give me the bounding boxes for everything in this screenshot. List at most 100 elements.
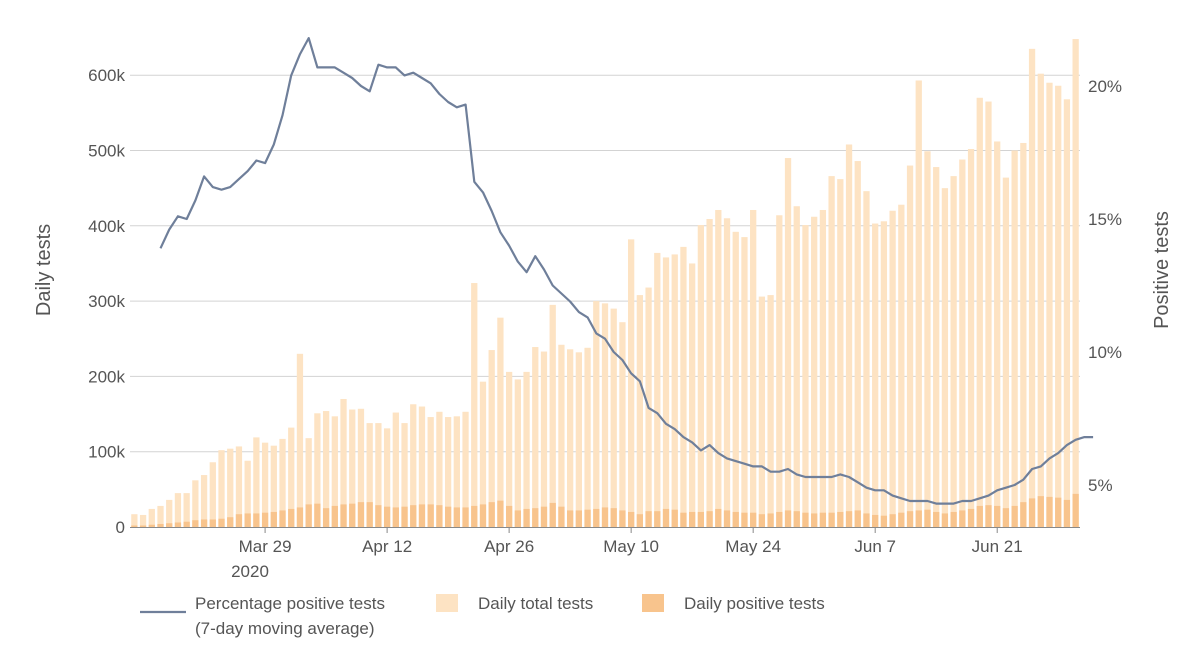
bar-positive	[732, 511, 739, 527]
left-tick-label: 0	[116, 518, 125, 537]
bar-total	[270, 445, 277, 527]
bar-positive	[357, 502, 365, 527]
bar-positive	[340, 504, 347, 527]
bar-total	[845, 144, 853, 527]
bar-total	[1046, 82, 1053, 527]
bar-positive	[924, 509, 931, 527]
bar-positive	[148, 524, 155, 527]
bar-positive	[349, 503, 356, 527]
bar-total	[924, 151, 931, 528]
bar-total	[741, 237, 748, 527]
bar-total	[366, 423, 373, 527]
bar-total	[174, 493, 182, 527]
bar-total	[584, 347, 591, 527]
bar-positive	[209, 519, 216, 527]
bar-positive	[645, 511, 652, 527]
bar-total	[253, 437, 260, 527]
bar-positive	[331, 505, 338, 527]
bar-total	[340, 398, 347, 527]
bar-total	[514, 379, 521, 527]
bar-total	[235, 446, 243, 527]
bar-positive	[959, 510, 966, 527]
bar-total	[148, 508, 155, 527]
left-tick-label: 600k	[88, 66, 125, 85]
bar-positive	[540, 506, 548, 527]
bar-positive	[619, 510, 626, 527]
bar-total	[662, 257, 670, 527]
bar-positive	[654, 511, 661, 527]
bar-total	[628, 239, 635, 527]
x-tick-label: Mar 29	[239, 537, 292, 556]
bar-positive	[253, 513, 260, 527]
bar-total	[1072, 39, 1079, 527]
bar-total	[227, 448, 234, 527]
bar-positive	[689, 511, 696, 527]
bar-positive	[1028, 498, 1036, 527]
bar-positive	[288, 508, 295, 527]
bar-total	[261, 442, 269, 527]
bar-total	[453, 416, 460, 527]
bar-positive	[697, 511, 705, 527]
bar-positive	[967, 508, 975, 527]
bar-positive	[741, 512, 748, 527]
bar-positive	[322, 508, 330, 527]
bar-total	[689, 263, 696, 527]
bar-total	[549, 304, 556, 527]
bar-total	[706, 219, 713, 527]
bar-total	[357, 408, 365, 527]
bar-positive	[375, 505, 382, 527]
bar-total	[732, 231, 739, 527]
bar-positive	[880, 515, 888, 527]
bar-total	[793, 206, 800, 528]
bar-positive	[750, 512, 757, 527]
bar-total	[1055, 85, 1062, 527]
bar-total	[392, 412, 399, 527]
bar-positive	[1055, 497, 1062, 527]
bar-positive	[1063, 499, 1071, 527]
bar-total	[401, 423, 408, 527]
bar-positive	[854, 510, 861, 527]
bar-total	[471, 283, 478, 527]
bar-positive	[479, 504, 487, 527]
bar-total	[1063, 99, 1071, 528]
bar-total	[1020, 142, 1027, 527]
legend-total-swatch	[436, 594, 458, 612]
bar-positive	[837, 511, 844, 527]
bar-total	[906, 165, 914, 527]
x-tick-label: Jun 7	[854, 537, 896, 556]
bar-total	[314, 413, 321, 527]
legend-total-label: Daily total tests	[478, 594, 593, 613]
bar-total	[558, 344, 565, 527]
bars-positive-tests	[131, 493, 1079, 527]
left-tick-label: 300k	[88, 292, 125, 311]
bar-positive	[802, 512, 809, 527]
bar-positive	[305, 504, 312, 527]
bar-total	[610, 308, 617, 527]
bar-total	[131, 514, 138, 527]
bar-total	[218, 450, 225, 527]
bar-total	[1011, 150, 1018, 527]
bar-total	[410, 404, 417, 527]
x-axis-year-label: 2020	[231, 562, 269, 581]
bar-total	[497, 317, 504, 527]
x-tick-label: Apr 26	[484, 537, 534, 556]
bar-positive	[941, 513, 949, 527]
bar-positive	[863, 513, 870, 527]
x-tick-label: May 10	[603, 537, 659, 556]
bar-total	[784, 158, 792, 527]
bar-total	[715, 209, 722, 527]
bar-positive	[436, 505, 443, 527]
bar-total	[488, 350, 495, 527]
bar-positive	[601, 507, 609, 527]
bar-total	[567, 349, 574, 527]
bar-positive	[200, 519, 208, 527]
bar-total	[288, 427, 295, 527]
bar-positive	[383, 506, 391, 527]
bar-total	[375, 423, 382, 527]
bar-positive	[819, 512, 827, 527]
right-axis-title: Positive tests	[1151, 211, 1173, 329]
bar-total	[200, 475, 208, 527]
x-tick-label: Apr 12	[362, 537, 412, 556]
bar-total	[915, 80, 922, 527]
